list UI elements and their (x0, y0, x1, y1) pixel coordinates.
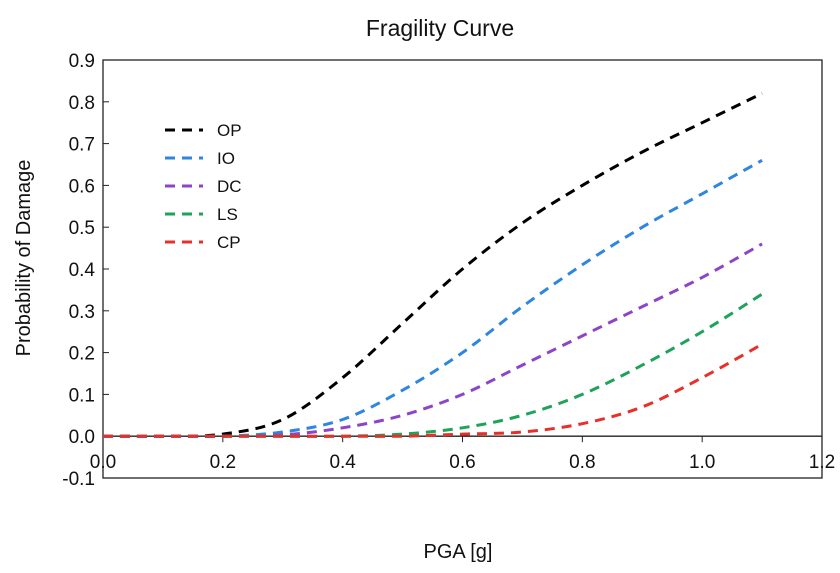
legend: OP IO DC LS CP (165, 121, 242, 252)
x-tick-label: 0.8 (569, 452, 595, 473)
y-tick-label: 0.4 (69, 260, 96, 281)
legend-label-ls: LS (217, 205, 238, 224)
y-tick-label: 0.8 (69, 93, 95, 114)
x-tick-label: 0.4 (329, 452, 356, 473)
x-tick-label: 1.2 (809, 452, 835, 473)
legend-label-dc: DC (217, 177, 242, 196)
y-tick-label: 0.0 (69, 427, 95, 448)
y-tick-label: 0.9 (69, 51, 95, 72)
y-axis-title: Probability of Damage (13, 160, 35, 357)
x-tick-label: 0.6 (449, 452, 475, 473)
x-tick-label: 0.0 (90, 452, 116, 473)
y-tick-label: 0.5 (69, 218, 95, 239)
series-line-io (103, 158, 763, 439)
y-tick-label: 0.7 (69, 135, 95, 156)
x-tick-label: 1.0 (689, 452, 715, 473)
x-tick-label: 0.2 (210, 452, 236, 473)
legend-label-op: OP (217, 121, 242, 140)
y-tick-label: 0.2 (69, 344, 95, 365)
x-axis-title: PGA [g] (424, 541, 493, 563)
legend-label-io: IO (217, 149, 235, 168)
series-line-op (102, 92, 763, 438)
chart-title: Fragility Curve (366, 15, 514, 41)
y-tick-label: 0.1 (69, 385, 95, 406)
y-tick-label: 0.3 (69, 302, 95, 323)
series-line-cp (103, 342, 763, 438)
y-tick-label: 0.6 (69, 176, 95, 197)
series-line-dc (103, 242, 763, 438)
y-tick-label: -0.1 (62, 469, 95, 490)
plot-area: -0.10.00.10.20.30.40.50.60.70.80.90.0 0.2… (62, 51, 835, 490)
series-line-ls (103, 292, 763, 438)
legend-label-cp: CP (217, 233, 241, 252)
